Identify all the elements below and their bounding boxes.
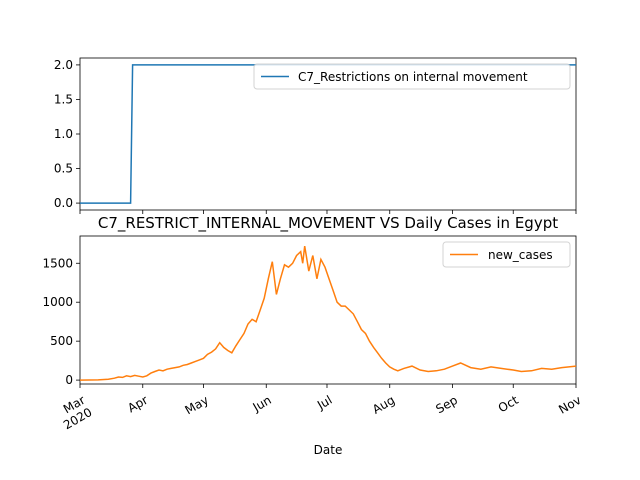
x-tick-label-group: Jun [250, 393, 274, 415]
bottom-plot-frame [79, 235, 577, 385]
top-legend: C7_Restrictions on internal movement [253, 63, 571, 90]
y-tick-label: 0 [65, 373, 73, 387]
x-tick-label: Jul [314, 393, 334, 413]
top-legend-box [253, 63, 571, 90]
y-tick-label: 2.0 [54, 58, 73, 72]
bottom-legend-label: new_cases [488, 248, 553, 262]
x-tick-label: Jun [250, 393, 274, 415]
x-axis-label: Date [314, 443, 343, 457]
y-tick-label: 0.5 [54, 162, 73, 176]
bottom-legend-box [442, 241, 571, 268]
x-tick-label-group: Jul [314, 393, 334, 413]
x-tick-label: Apr [125, 393, 150, 416]
y-tick-label: 1000 [42, 295, 73, 309]
y-tick-label: 1.0 [54, 127, 73, 141]
y-tick-label: 500 [50, 334, 73, 348]
top-legend-label: C7_Restrictions on internal movement [298, 70, 528, 84]
x-tick-label: Sep [433, 393, 460, 416]
y-tick-label: 1.5 [54, 92, 73, 106]
chart-title: C7_RESTRICT_INTERNAL_MOVEMENT VS Daily C… [98, 214, 558, 233]
x-tick-label: Aug [370, 393, 397, 417]
y-tick-label: 1500 [42, 256, 73, 270]
x-tick-label: Nov [556, 393, 583, 417]
new-cases-line [79, 245, 577, 381]
x-tick-label-group: Oct [496, 393, 521, 416]
top-y-ticks: 0.0 0.5 1.0 1.5 2.0 [54, 58, 80, 210]
x-tick-label-group: Nov [556, 393, 583, 417]
y-tick-label: 0.0 [54, 196, 73, 210]
bottom-legend: new_cases [442, 241, 571, 268]
x-tick-label-group: Apr [125, 393, 150, 416]
x-tick-label-group: May [183, 393, 211, 418]
x-tick-label: Oct [496, 393, 521, 416]
bottom-y-ticks: 0 500 1000 1500 [42, 256, 80, 387]
top-x-ticks [79, 210, 577, 214]
top-subplot: 0.0 0.5 1.0 1.5 2.0 C7_Restrictions on inter… [54, 57, 577, 214]
bottom-subplot: C7_RESTRICT_INTERNAL_MOVEMENT VS Daily C… [42, 214, 583, 457]
x-tick-label-group: Sep [433, 393, 460, 416]
x-tick-label: May [183, 393, 211, 418]
x-tick-label-group: Aug [370, 393, 397, 417]
